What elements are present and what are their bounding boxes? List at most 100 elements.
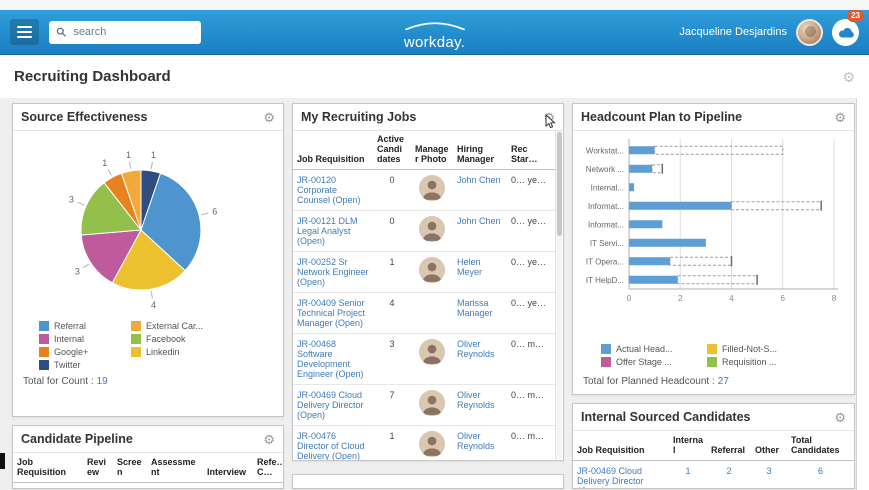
x-axis-tick-label: 8 <box>832 294 837 303</box>
search-input[interactable] <box>71 25 194 39</box>
manager-photo-cell <box>411 333 453 385</box>
gear-icon[interactable]: ⚙ <box>834 409 846 425</box>
job-requisition-link[interactable]: JR-00468 Software Development Engineer (… <box>297 339 364 379</box>
bar-actual-headcount[interactable] <box>629 220 663 229</box>
user-name[interactable]: Jacqueline Desjardins <box>679 26 787 38</box>
x-axis-tick-label: 6 <box>781 294 786 303</box>
gear-icon[interactable]: ⚙ <box>834 109 846 125</box>
pie-leader-line <box>200 212 209 216</box>
bar-actual-headcount[interactable] <box>629 146 655 155</box>
bar-plan-dashed <box>677 275 758 285</box>
hiring-manager-link[interactable]: Oliver Reynolds <box>457 390 495 410</box>
job-requisition-cell: JR-00120 Corporate Counsel (Open) <box>293 169 373 211</box>
job-requisition-link[interactable]: JR-00476 Director of Cloud Delivery (Ope… <box>297 431 365 460</box>
legend-item: Offer Stage ... <box>601 355 707 368</box>
bar-actual-headcount[interactable] <box>629 201 732 210</box>
hiring-manager-link[interactable]: John Chen <box>457 175 501 185</box>
legend-item: Actual Head... <box>601 342 707 355</box>
card-headcount-plan-to-pipeline: Headcount Plan to Pipeline ⚙ 0 2 4 6 8 Workst… <box>572 103 855 395</box>
pie-slice-value: 3 <box>75 267 80 277</box>
manager-photo-cell <box>411 292 453 334</box>
hiring-manager-cell: Marissa Manager <box>453 292 507 334</box>
total-value[interactable]: 27 <box>717 376 729 387</box>
total-label: Total for Count : <box>23 376 94 387</box>
rec-start-cell: 0… m… <box>507 425 555 460</box>
column-header: Other <box>751 431 787 461</box>
manager-photo[interactable] <box>419 175 445 201</box>
legend-swatch <box>131 320 141 331</box>
legend-label: Facebook <box>146 333 186 344</box>
workday-logo-text: workday. <box>403 34 466 51</box>
other-count-link[interactable]: 3 <box>766 466 772 476</box>
gear-icon[interactable]: ⚙ <box>263 431 275 447</box>
hiring-manager-cell: Oliver Reynolds <box>453 333 507 385</box>
gear-icon[interactable]: ⚙ <box>263 109 275 125</box>
hiring-manager-link[interactable]: Oliver Reynolds <box>457 339 495 359</box>
bar-plan-dashed <box>654 145 784 155</box>
page-settings-gear-icon[interactable]: ⚙ <box>842 68 855 85</box>
manager-photo-cell <box>411 169 453 211</box>
bar-category-label: Informat... <box>588 202 624 211</box>
scrollbar[interactable] <box>555 131 562 459</box>
scrollbar-thumb[interactable] <box>556 132 562 236</box>
manager-photo[interactable] <box>419 339 445 365</box>
hiring-manager-link[interactable]: Oliver Reynolds <box>457 431 495 451</box>
job-requisition-link[interactable]: JR-00469 Cloud Delivery Director (Open) <box>577 466 644 488</box>
user-avatar[interactable] <box>796 18 823 46</box>
inbox-icon[interactable] <box>832 18 859 46</box>
page-header: Recruiting Dashboard ⚙ <box>0 55 869 98</box>
notification-badge[interactable]: 23 <box>847 9 864 22</box>
bar-actual-headcount[interactable] <box>629 183 635 192</box>
hiring-manager-link[interactable]: Marissa Manager <box>457 298 493 318</box>
job-row: JR-00468 Software Development Engineer (… <box>293 333 555 385</box>
bar-actual-headcount[interactable] <box>629 257 670 266</box>
total-count-link[interactable]: 6 <box>817 466 823 476</box>
referral-count-link[interactable]: 2 <box>726 466 732 476</box>
jobs-table-container: Job Requisition Active Candidates Manager … <box>293 130 555 460</box>
job-requisition-link[interactable]: JR-00469 Cloud Delivery Director (Open) <box>297 390 364 420</box>
job-row: JR-00476 Director of Cloud Delivery (Ope… <box>293 425 555 460</box>
legend-item: Twitter <box>39 358 131 371</box>
header-right-cluster: Jacqueline Desjardins 23 <box>679 9 864 46</box>
job-requisition-link[interactable]: JR-00252 Sr Network Engineer (Open) <box>297 257 369 287</box>
pie-slice[interactable] <box>111 229 186 291</box>
pie-slice-value: 1 <box>151 150 156 160</box>
bar-actual-headcount[interactable] <box>629 275 678 284</box>
hiring-manager-cell: Oliver Reynolds <box>453 425 507 460</box>
card-header: Internal Sourced Candidates ⚙ <box>573 404 854 431</box>
menu-icon[interactable] <box>10 19 39 45</box>
internal-count-link[interactable]: 1 <box>685 466 691 476</box>
pie-slice[interactable] <box>140 172 202 272</box>
internal-sourced-table: Job Requisition Internal Referral Other Tota… <box>573 431 854 488</box>
pie-leader-line <box>150 291 153 299</box>
x-axis-tick-label: 0 <box>627 294 632 303</box>
pie-slice[interactable] <box>80 181 142 236</box>
job-requisition-link[interactable]: JR-00409 Senior Technical Project Manage… <box>297 298 366 328</box>
gear-icon[interactable]: ⚙ <box>543 109 555 125</box>
hiring-manager-link[interactable]: John Chen <box>457 216 501 226</box>
pie-slice[interactable] <box>120 169 142 231</box>
job-requisition-cell: JR-00409 Senior Technical Project Manage… <box>293 292 373 334</box>
job-requisition-link[interactable]: JR-00121 DLM Legal Analyst (Open) <box>297 216 358 246</box>
manager-photo[interactable] <box>419 257 445 283</box>
pie-slice[interactable] <box>80 229 142 284</box>
legend-label: External Car... <box>146 320 204 331</box>
total-value[interactable]: 19 <box>96 376 108 387</box>
card-header: Candidate Pipeline ⚙ <box>13 426 283 453</box>
hiring-manager-link[interactable]: Helen Meyer <box>457 257 483 277</box>
bar-actual-headcount[interactable] <box>629 164 653 173</box>
active-candidates-cell: 1 <box>373 251 411 293</box>
job-requisition-link[interactable]: JR-00120 Corporate Counsel (Open) <box>297 175 361 205</box>
manager-photo[interactable] <box>419 216 445 242</box>
bar-actual-headcount[interactable] <box>629 238 706 247</box>
column-header: Job Requisition <box>293 130 373 170</box>
inbox-button[interactable]: 23 <box>832 9 864 46</box>
rec-start-cell: 0… ye… <box>507 210 555 252</box>
manager-photo[interactable] <box>419 431 445 457</box>
workday-arch-icon <box>404 22 465 31</box>
pie-leader-line <box>129 161 132 169</box>
pie-leader-line <box>107 169 112 176</box>
global-search[interactable] <box>49 20 201 44</box>
bar-category-label: IT Servi... <box>590 239 624 248</box>
manager-photo[interactable] <box>419 390 445 416</box>
